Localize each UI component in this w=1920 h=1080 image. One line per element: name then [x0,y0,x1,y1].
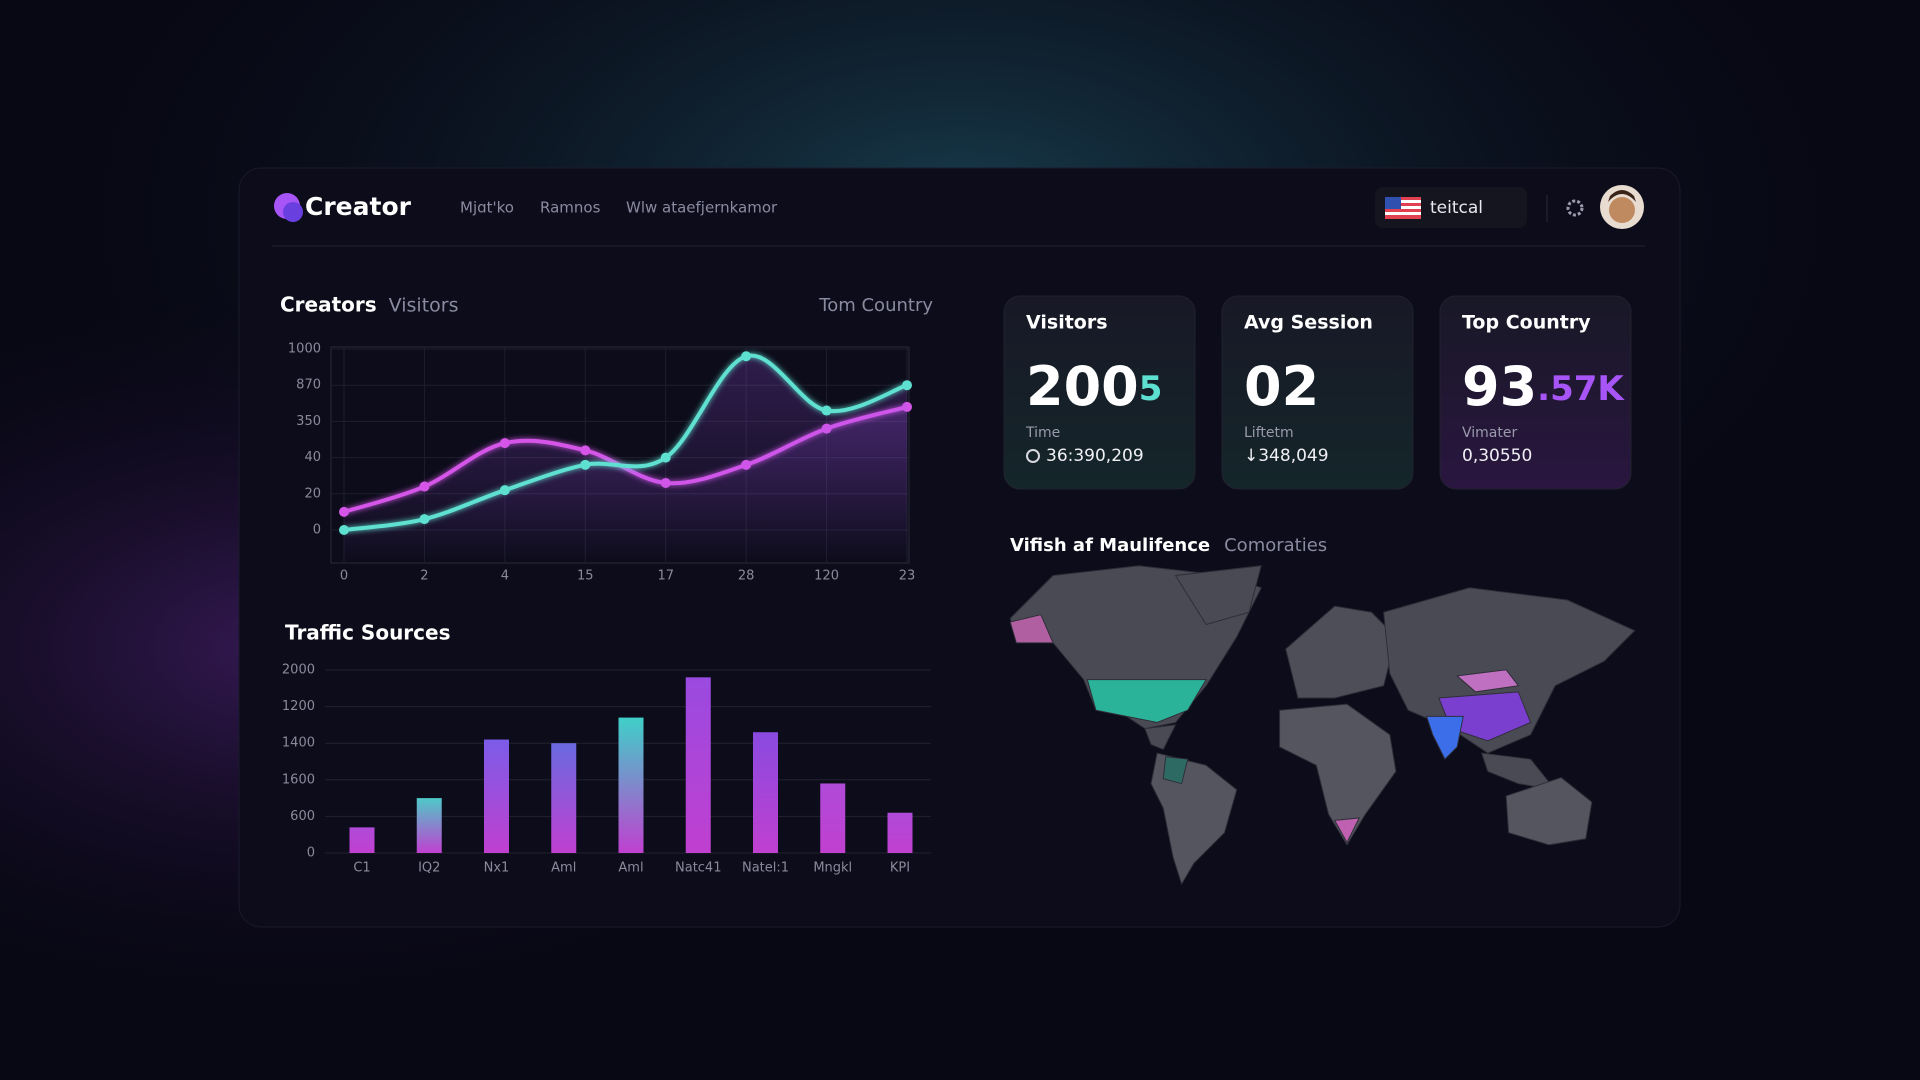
x-tick-label: 2 [420,569,428,584]
x-tick-label: C1 [353,861,370,876]
card-label: Time [1025,425,1060,441]
stat-card [1003,295,1196,490]
data-point [660,452,671,463]
map-title: Vifish af Maulifence [1010,535,1210,556]
x-tick-label: Nx1 [484,861,510,876]
card-icon [1026,449,1040,463]
x-tick-label: 4 [501,569,509,584]
y-tick-label: 870 [296,378,321,393]
card-detail: ↓348,049 [1244,446,1329,466]
chart-title: Creators [280,293,377,317]
data-point [339,506,349,517]
data-point [821,405,832,416]
y-tick-label: 600 [290,809,315,824]
data-point [499,485,510,496]
data-point [419,481,430,492]
x-tick-label: Aml [551,861,576,876]
bar [618,717,644,853]
y-tick-label: 20 [304,486,321,501]
y-tick-label: 350 [296,414,321,429]
y-tick-label: 1200 [282,699,315,714]
bar [820,783,846,853]
map-tab[interactable]: Comoraties [1224,535,1327,556]
x-tick-label: Natel:1 [742,861,789,876]
nav-item[interactable]: Wlw ataefjernkamor [626,199,778,217]
avatar[interactable] [1600,185,1644,229]
card-value-main: 93 [1462,355,1537,418]
card-value-accent: 5 [1139,369,1163,409]
card-detail: 0,30550 [1462,446,1532,466]
x-tick-label: Mngkl [813,861,852,876]
card-title: Avg Session [1244,312,1373,334]
card-value: 2005 [1026,355,1162,418]
bar [753,732,778,853]
card-label: Liftetm [1244,425,1294,441]
x-tick-label: 0 [340,569,348,584]
bar [887,812,913,853]
x-tick-label: 23 [899,569,916,584]
series-line [343,353,908,532]
stat-card [1221,295,1414,490]
y-tick-label: 1000 [288,342,321,357]
x-tick-label: Aml [618,861,643,876]
x-tick-label: 17 [657,569,674,584]
x-tick-label: 15 [577,569,594,584]
card-value-main: 02 [1244,355,1319,418]
y-tick-label: 0 [307,846,315,861]
world-map [1009,565,1636,886]
bar [416,798,442,853]
card-label: Vimater [1462,425,1517,441]
x-tick-label: 120 [814,569,839,584]
data-point [741,351,752,362]
y-tick-label: 1600 [282,772,315,787]
card-value-main: 200 [1026,355,1139,418]
x-tick-label: KPI [890,861,910,876]
y-tick-label: 1400 [282,736,315,751]
data-point [499,438,510,449]
x-tick-label: Natc41 [675,861,721,876]
data-point [419,514,430,525]
card-title: Top Country [1462,312,1591,334]
nav-item[interactable]: Mjɑt'ko [460,199,514,217]
bar [484,739,509,853]
flag-icon [1385,197,1421,219]
x-tick-label: 28 [738,569,755,584]
bar [551,743,577,853]
card-title: Visitors [1026,312,1108,334]
nav-item[interactable]: Ramnos [540,199,601,217]
data-point [580,459,591,470]
chart-title: Traffic Sources [285,621,451,645]
stat-card [1439,295,1632,490]
card-value: 02 [1244,355,1319,418]
data-point [580,445,591,456]
card-value-accent: .57K [1537,369,1625,409]
y-tick-label: 40 [304,450,321,465]
brand-name: Creator [305,192,412,221]
y-tick-label: 0 [313,523,321,538]
data-point [902,380,912,391]
card-value: 93.57K [1462,355,1625,418]
chart-tab[interactable]: Visitors [389,295,459,317]
chart-filter[interactable]: Tom Country [818,295,933,316]
bar [349,827,375,853]
series-area [344,355,907,563]
language-label[interactable]: teitcal [1430,198,1483,218]
brand-logo [283,202,303,222]
y-tick-label: 2000 [282,663,315,678]
settings-icon[interactable] [1566,199,1584,217]
x-tick-label: IQ2 [418,861,440,876]
card-detail: 36:390,209 [1046,446,1144,466]
data-point [339,525,349,535]
bar [685,677,711,853]
